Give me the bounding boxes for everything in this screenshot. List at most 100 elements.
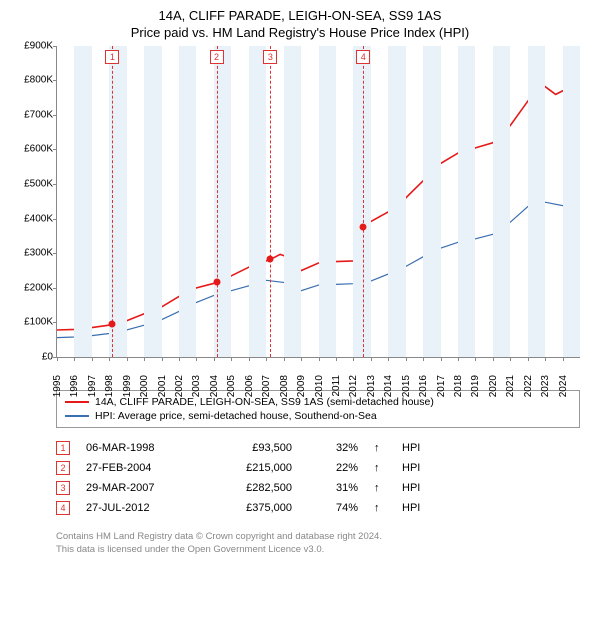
x-axis-label: 2009 (296, 375, 307, 397)
sales-table-row: 227-FEB-2004£215,00022%↑HPI (56, 458, 580, 478)
y-axis-label: £700K (13, 109, 53, 120)
x-axis-label: 2006 (244, 375, 255, 397)
y-axis-label: £300K (13, 248, 53, 259)
sale-point-marker (360, 224, 367, 231)
x-axis-label: 2017 (436, 375, 447, 397)
title-main: 14A, CLIFF PARADE, LEIGH-ON-SEA, SS9 1AS (12, 8, 588, 25)
x-axis-tick (266, 357, 267, 361)
x-axis-label: 2008 (279, 375, 290, 397)
x-axis-tick (92, 357, 93, 361)
x-axis-tick (475, 357, 476, 361)
x-axis-label: 2003 (191, 375, 202, 397)
legend-swatch-hpi (65, 415, 89, 417)
sales-row-hpi: HPI (402, 442, 432, 454)
x-axis-tick (284, 357, 285, 361)
year-band (179, 46, 196, 357)
y-axis-tick (53, 253, 57, 254)
x-axis-tick (57, 357, 58, 361)
x-axis-label: 2011 (331, 375, 342, 397)
sales-row-price: £375,000 (212, 502, 292, 514)
sales-row-pct: 22% (308, 462, 358, 474)
x-axis-tick (127, 357, 128, 361)
x-axis-tick (214, 357, 215, 361)
x-axis-tick (563, 357, 564, 361)
x-axis-label: 2024 (558, 375, 569, 397)
sales-row-pct: 31% (308, 482, 358, 494)
sale-number-badge: 2 (210, 50, 224, 64)
year-band (493, 46, 510, 357)
arrow-up-icon: ↑ (374, 462, 386, 474)
year-band (458, 46, 475, 357)
sales-row-date: 27-FEB-2004 (86, 462, 196, 474)
y-axis-tick (53, 46, 57, 47)
sales-table-row: 329-MAR-2007£282,50031%↑HPI (56, 478, 580, 498)
x-axis-label: 2019 (470, 375, 481, 397)
x-axis-label: 1997 (87, 375, 98, 397)
sale-point-marker (109, 321, 116, 328)
sales-row-hpi: HPI (402, 482, 432, 494)
x-axis-label: 2001 (157, 375, 168, 397)
y-axis-tick (53, 219, 57, 220)
x-axis-tick (249, 357, 250, 361)
y-axis-label: £900K (13, 40, 53, 51)
sales-row-date: 27-JUL-2012 (86, 502, 196, 514)
x-axis-label: 2007 (261, 375, 272, 397)
y-axis-label: £0 (13, 351, 53, 362)
y-axis-tick (53, 149, 57, 150)
sale-point-marker (267, 256, 274, 263)
sale-point-marker (213, 279, 220, 286)
sales-row-pct: 74% (308, 502, 358, 514)
year-band (74, 46, 91, 357)
x-axis-label: 2013 (366, 375, 377, 397)
x-axis-tick (371, 357, 372, 361)
y-axis-label: £600K (13, 144, 53, 155)
y-axis-tick (53, 184, 57, 185)
x-axis-label: 2000 (139, 375, 150, 397)
x-axis-tick (441, 357, 442, 361)
legend-label-property: 14A, CLIFF PARADE, LEIGH-ON-SEA, SS9 1AS… (95, 396, 434, 408)
sales-row-price: £215,000 (212, 462, 292, 474)
footer-line1: Contains HM Land Registry data © Crown c… (56, 530, 580, 543)
arrow-up-icon: ↑ (374, 442, 386, 454)
year-band (284, 46, 301, 357)
sales-row-badge: 4 (56, 501, 70, 515)
footer: Contains HM Land Registry data © Crown c… (56, 530, 580, 557)
title-block: 14A, CLIFF PARADE, LEIGH-ON-SEA, SS9 1AS… (12, 8, 588, 42)
year-band (388, 46, 405, 357)
x-axis-tick (301, 357, 302, 361)
legend-swatch-property (65, 401, 89, 403)
y-axis-label: £400K (13, 213, 53, 224)
y-axis-label: £200K (13, 282, 53, 293)
x-axis-tick (162, 357, 163, 361)
x-axis-tick (353, 357, 354, 361)
x-axis-tick (196, 357, 197, 361)
chart-container: 14A, CLIFF PARADE, LEIGH-ON-SEA, SS9 1AS… (0, 0, 600, 620)
x-axis-label: 2020 (488, 375, 499, 397)
chart-area: £0£100K£200K£300K£400K£500K£600K£700K£80… (56, 46, 580, 386)
sales-row-badge: 3 (56, 481, 70, 495)
sales-row-badge: 1 (56, 441, 70, 455)
sale-number-badge: 3 (263, 50, 277, 64)
x-axis-tick (388, 357, 389, 361)
y-axis-tick (53, 80, 57, 81)
x-axis-label: 1999 (122, 375, 133, 397)
sale-vline (217, 46, 218, 357)
x-axis-label: 2014 (383, 375, 394, 397)
x-axis-tick (179, 357, 180, 361)
sales-table-row: 106-MAR-1998£93,50032%↑HPI (56, 438, 580, 458)
x-axis-tick (458, 357, 459, 361)
x-axis-label: 2016 (418, 375, 429, 397)
sale-vline (270, 46, 271, 357)
x-axis-label: 2021 (505, 375, 516, 397)
y-axis-label: £100K (13, 317, 53, 328)
x-axis-tick (144, 357, 145, 361)
sales-table-row: 427-JUL-2012£375,00074%↑HPI (56, 498, 580, 518)
x-axis-label: 2004 (209, 375, 220, 397)
year-band (249, 46, 266, 357)
x-axis-tick (510, 357, 511, 361)
x-axis-label: 2010 (314, 375, 325, 397)
x-axis-tick (528, 357, 529, 361)
sales-row-price: £93,500 (212, 442, 292, 454)
x-axis-tick (406, 357, 407, 361)
x-axis-label: 2015 (401, 375, 412, 397)
